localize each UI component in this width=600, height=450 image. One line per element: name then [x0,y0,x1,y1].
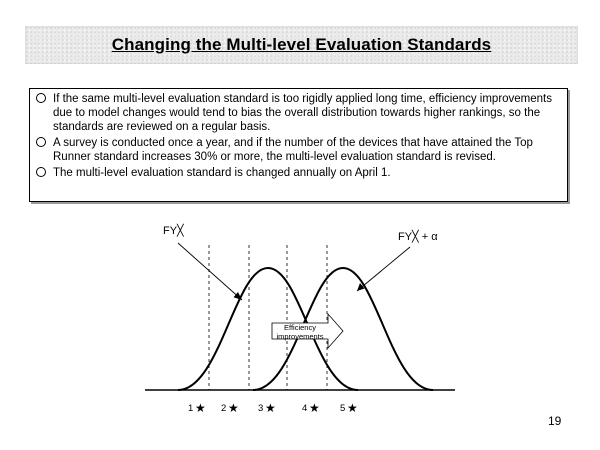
circle-bullet-icon [36,137,46,147]
bullet-list: If the same multi-level evaluation stand… [36,92,561,180]
bullet-text: The multi-level evaluation standard is c… [53,167,391,179]
rank-number: 5 [340,403,345,414]
distribution-curve-future [252,266,434,391]
explanation-box: If the same multi-level evaluation stand… [29,88,568,202]
distribution-curve-current [177,266,359,391]
callout-arrowhead-left [233,292,242,300]
rank-label: 4 ★ [302,401,320,415]
star-icon: ★ [228,401,239,415]
star-icon: ★ [195,401,206,415]
star-icon: ★ [347,401,358,415]
star-icon: ★ [265,401,276,415]
bullet-text: A survey is conducted once a year, and i… [53,137,533,163]
right-arrow-shape [271,312,344,350]
curve-label-future: FY╳ + α [398,229,438,243]
arrow-label-line1: Efficiency [284,323,316,332]
curve-label-right: FY╳ + α [356,229,438,292]
callout-line-left [177,242,243,301]
arrow-label-line2: improvements [276,332,323,341]
rank-label: 2 ★ [221,401,239,415]
slide-title: Changing the Multi-level Evaluation Stan… [111,35,492,54]
curve-label-left: FY╳ [163,223,243,301]
bullet-item: A survey is conducted once a year, and i… [36,136,561,164]
rank-number: 2 [221,403,226,414]
curve-label-current: FY╳ [163,223,185,237]
rank-label: 5 ★ [340,401,358,415]
rank-label: 3 ★ [258,401,276,415]
rank-number: 1 [188,403,193,414]
rank-number: 4 [302,403,307,414]
rank-label: 1 ★ [188,401,206,415]
rank-number: 3 [258,403,263,414]
callout-arrowhead-right [357,283,365,291]
bullet-text: If the same multi-level evaluation stand… [53,93,553,133]
star-icon: ★ [309,401,320,415]
rank-labels: 1 ★ 2 ★ 3 ★ 4 ★ 5 ★ [188,401,358,415]
rank-threshold-lines [208,245,328,390]
bullet-item: The multi-level evaluation standard is c… [36,166,561,180]
circle-bullet-icon [36,93,46,103]
page-number: 19 [548,414,562,428]
circle-bullet-icon [36,167,46,177]
title-banner: Changing the Multi-level Evaluation Stan… [25,26,578,64]
callout-line-right [356,246,411,292]
efficiency-arrow: Efficiency improvements [271,312,344,350]
bullet-item: If the same multi-level evaluation stand… [36,92,561,134]
